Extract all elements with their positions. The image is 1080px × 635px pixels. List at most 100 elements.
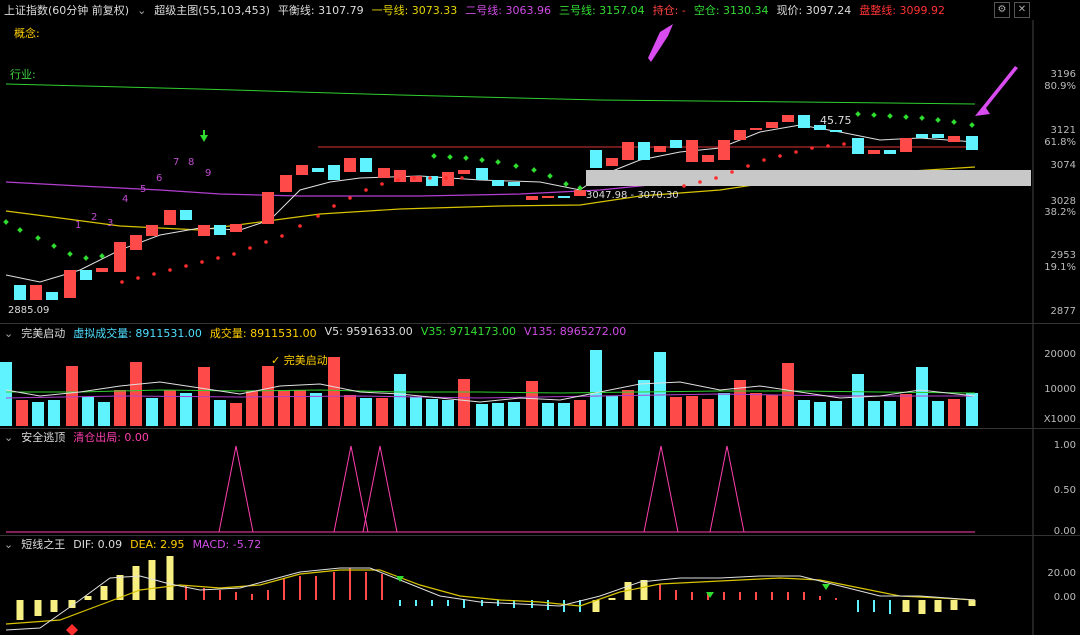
escape-spike — [362, 445, 398, 533]
index-name[interactable]: 上证指数(60分钟 前复权) — [4, 4, 130, 17]
macd-bar — [934, 600, 942, 612]
macd-bar — [333, 572, 335, 600]
macd-bar — [166, 556, 174, 600]
escape-spike — [709, 445, 745, 533]
volume-bar — [526, 381, 538, 426]
volume-value-item: V135: 8965272.00 — [524, 325, 627, 338]
panel-name[interactable]: 安全逃顶 — [21, 431, 66, 444]
macd-bar — [431, 600, 433, 606]
chevron-down-icon[interactable]: ⌄ — [4, 430, 14, 444]
macd-panel-title: ⌄ 短线之王 DIF: 0.09 DEA: 2.95 MACD: -5.72 — [4, 537, 261, 552]
macd-bar — [675, 590, 677, 600]
volume-bar — [394, 374, 406, 426]
volume-bar — [164, 390, 176, 426]
volume-ma-white — [5, 381, 976, 403]
axis-tick-label: 2877 — [1050, 306, 1076, 317]
signal-dot-red — [136, 276, 140, 280]
macd-values: DIF: 0.09 DEA: 2.95 MACD: -5.72 — [73, 538, 261, 551]
volume-bar — [766, 395, 778, 426]
volume-bar — [278, 390, 290, 426]
macd-bar — [481, 600, 483, 606]
candlestick — [394, 170, 406, 182]
volume-bar — [948, 399, 960, 426]
sell-signal-icon — [822, 584, 830, 590]
axis-tick-label: X1000 — [1043, 414, 1076, 425]
macd-bar — [531, 600, 533, 608]
macd-bar — [563, 600, 565, 612]
panel-separator — [0, 428, 1080, 429]
volume-bar — [932, 401, 944, 426]
candlestick — [654, 146, 666, 152]
candlestick — [734, 130, 746, 140]
volume-bar — [606, 396, 618, 426]
panel-name[interactable]: 短线之王 — [21, 538, 66, 551]
axis-tick-label: 0.50 — [1053, 485, 1076, 496]
macd-bar — [803, 592, 805, 600]
header-value-item: 一号线: 3073.33 — [371, 4, 458, 17]
candlestick — [814, 125, 826, 130]
candlestick — [622, 142, 634, 160]
signal-label: ✓ 完美启动 — [271, 354, 328, 367]
volume-bar — [686, 396, 698, 426]
macd-bar — [771, 592, 773, 600]
candlestick — [378, 168, 390, 178]
volume-bar — [782, 363, 794, 426]
gear-icon[interactable]: ⚙ — [994, 2, 1010, 18]
macd-bar — [918, 600, 926, 614]
candlestick — [766, 122, 778, 128]
escape-panel-title: ⌄ 安全逃顶 清仓出局: 0.00 — [4, 430, 149, 445]
macd-bar — [739, 592, 741, 600]
volume-bar — [328, 357, 340, 426]
down-arrow-icon — [200, 135, 208, 142]
macd-bar — [415, 600, 417, 606]
macd-bar — [902, 600, 910, 612]
signal-dot-red — [348, 196, 352, 200]
volume-bar — [702, 399, 714, 426]
macd-bar — [950, 600, 958, 610]
volume-bar — [654, 352, 666, 426]
signal-dot-green — [447, 154, 453, 160]
volume-values: 虚拟成交量: 8911531.00 成交量: 8911531.00 V5: 9591… — [73, 325, 626, 341]
volume-bar — [376, 398, 388, 426]
candlestick — [526, 196, 538, 200]
macd-bar — [365, 572, 367, 600]
chevron-down-icon[interactable]: ⌄ — [4, 326, 14, 340]
volume-value-item: 成交量: 8911531.00 — [209, 327, 317, 340]
header-value-item: 平衡线: 3107.79 — [277, 4, 364, 17]
axis-tick-label: 3074 — [1050, 160, 1076, 171]
signal-dot-red — [714, 176, 718, 180]
signal-dot-red — [428, 176, 432, 180]
axis-tick-label: 10000 — [1044, 384, 1076, 395]
signal-dot-red — [168, 268, 172, 272]
chevron-down-icon[interactable]: ⌄ — [137, 3, 147, 17]
signal-dot-red — [396, 178, 400, 182]
macd-bar — [299, 576, 301, 600]
macd-bar — [50, 600, 58, 612]
volume-value-item: V5: 9591633.00 — [324, 325, 413, 338]
signal-dot-green — [479, 157, 485, 163]
wave-number-label: 9 — [205, 168, 211, 179]
signal-dot-red — [698, 180, 702, 184]
signal-dot-green — [855, 111, 861, 117]
volume-bar — [868, 401, 880, 426]
signal-dot-red — [316, 214, 320, 218]
chevron-down-icon[interactable]: ⌄ — [4, 537, 14, 551]
axis-tick-label: 20.00 — [1047, 568, 1076, 579]
volume-value-item: 虚拟成交量: 8911531.00 — [73, 327, 202, 340]
low-price-label: 2885.09 — [8, 305, 49, 316]
signal-dot-red — [762, 158, 766, 162]
panel-name[interactable]: 完美启动 — [21, 327, 66, 340]
signal-dot-red — [332, 204, 336, 208]
macd-bar — [640, 580, 648, 600]
volume-bar — [410, 397, 422, 426]
signal-dot-red — [364, 188, 368, 192]
volume-bar — [916, 367, 928, 426]
close-icon[interactable]: ✕ — [1014, 2, 1030, 18]
volume-bar — [574, 400, 586, 426]
volume-bar — [670, 397, 682, 426]
signal-dot-red — [460, 176, 464, 180]
indicator-name[interactable]: 超级主图(55,103,453) — [154, 4, 270, 17]
volume-bar — [900, 394, 912, 426]
header-value-item: 盘整线: 3099.92 — [859, 4, 945, 17]
